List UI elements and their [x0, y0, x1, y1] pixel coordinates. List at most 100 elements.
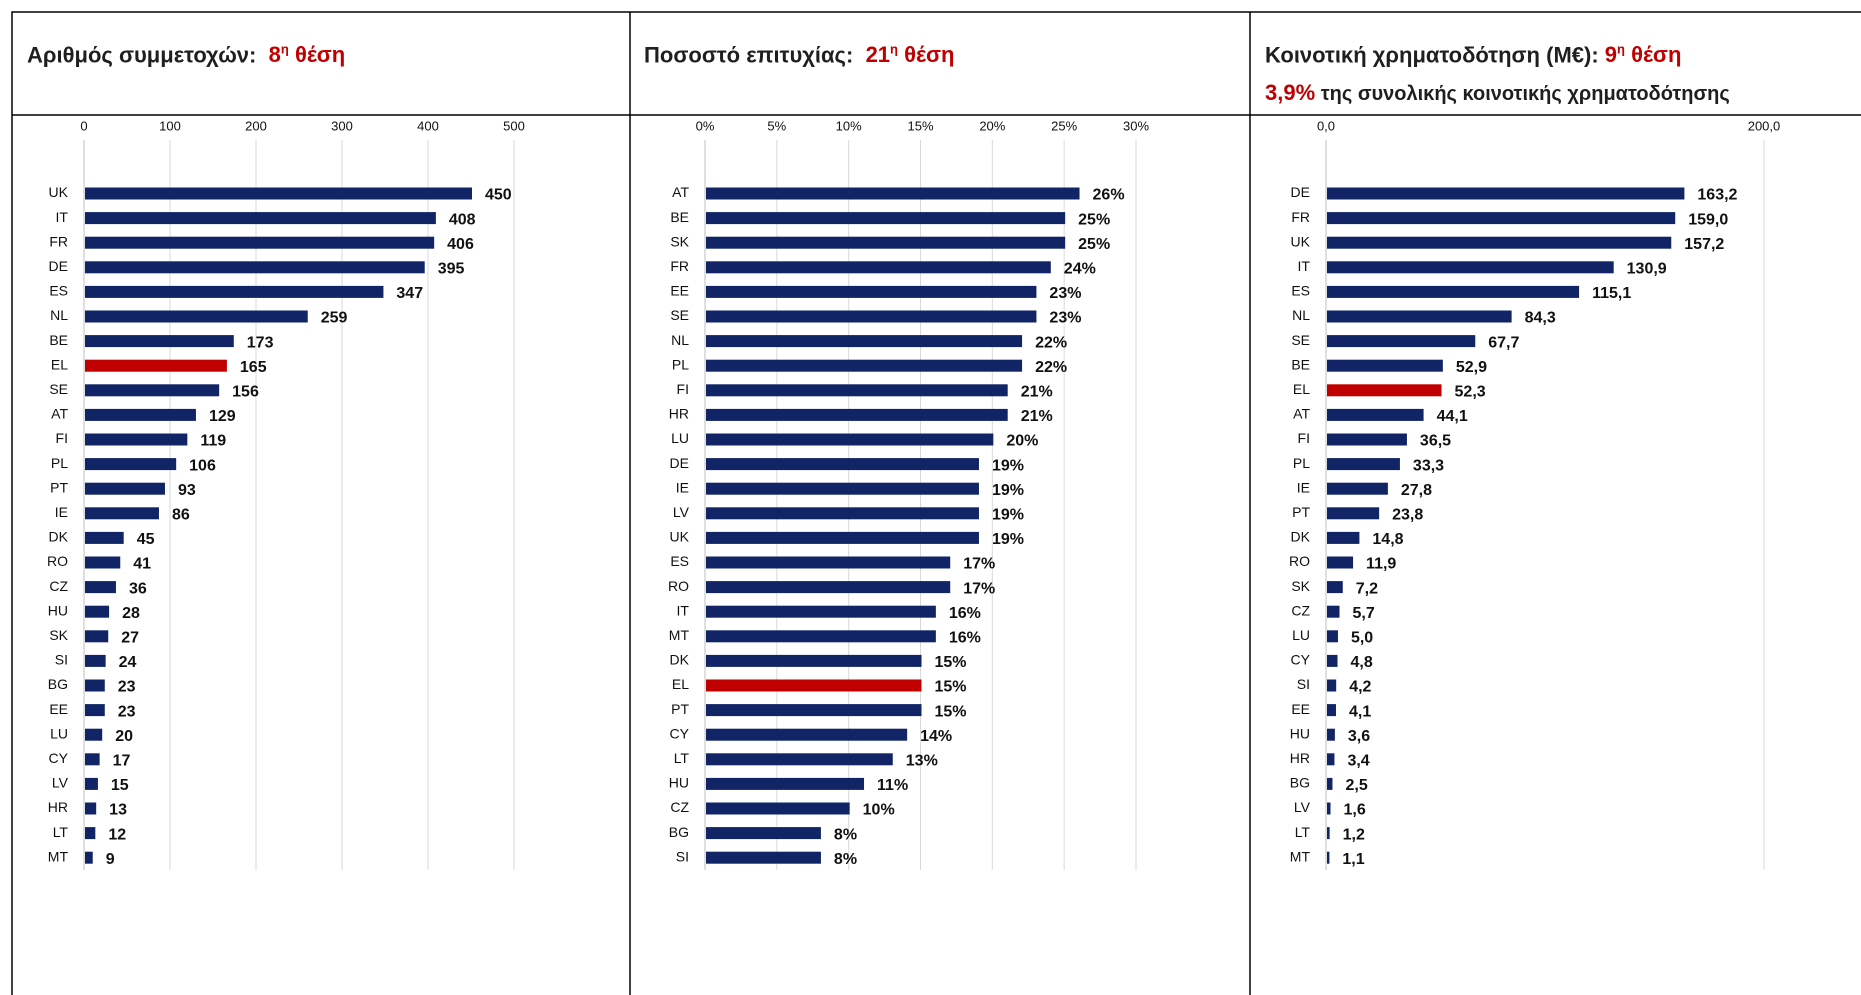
bar	[706, 236, 1066, 249]
bar	[706, 581, 951, 594]
bar	[706, 630, 936, 643]
data-label: 157,2	[1684, 236, 1724, 253]
bar	[1327, 605, 1340, 618]
data-label: 14,8	[1372, 531, 1403, 548]
category-label: LV	[1294, 799, 1311, 815]
category-label: HR	[669, 406, 689, 422]
data-label: 16%	[949, 630, 981, 647]
data-label: 12	[108, 826, 126, 843]
bar	[85, 359, 227, 372]
data-label: 129	[209, 408, 236, 425]
data-label: 25%	[1078, 236, 1110, 253]
bar	[1327, 581, 1343, 594]
data-label: 173	[247, 334, 274, 351]
bar	[85, 728, 103, 741]
data-label: 19%	[992, 482, 1024, 499]
bar	[706, 507, 979, 520]
bar	[85, 753, 100, 766]
data-label: 9	[106, 851, 115, 868]
category-label: FR	[1291, 209, 1310, 225]
header: Ποσοστό επιτυχίας: 21η θέση	[644, 42, 954, 68]
data-label: 67,7	[1488, 334, 1519, 351]
category-label: PT	[671, 701, 689, 717]
data-label: 15%	[935, 703, 967, 720]
category-label: IT	[56, 209, 69, 225]
data-label: 23	[118, 679, 136, 696]
data-label: 10%	[863, 802, 895, 819]
category-label: FR	[670, 258, 689, 274]
data-label: 14%	[920, 728, 952, 745]
data-label: 19%	[992, 507, 1024, 524]
bar	[706, 261, 1051, 274]
category-label: RO	[1289, 553, 1310, 569]
data-label: 27	[121, 630, 139, 647]
data-label: 84,3	[1525, 310, 1556, 327]
category-label: LU	[671, 430, 689, 446]
bar	[1327, 261, 1614, 274]
bar	[706, 654, 922, 667]
category-label: ES	[670, 553, 689, 569]
x-tick-label: 25%	[1051, 118, 1077, 133]
rank-word: θέση	[294, 42, 346, 68]
x-tick-label: 100	[159, 118, 181, 133]
subtitle-highlight: 3,9%	[1265, 80, 1316, 105]
data-label: 408	[449, 211, 476, 228]
bar	[706, 802, 850, 815]
bar	[706, 753, 893, 766]
data-label: 5,0	[1351, 630, 1373, 647]
category-label: IT	[1298, 258, 1311, 274]
data-label: 156	[232, 384, 259, 401]
bar	[85, 777, 98, 790]
data-label: 26%	[1093, 187, 1125, 204]
data-label: 16%	[949, 605, 981, 622]
x-tick-label: 200,0	[1748, 118, 1781, 133]
category-label: SE	[670, 307, 689, 323]
data-label: 45	[137, 531, 155, 548]
category-label: CZ	[49, 578, 68, 594]
bar	[706, 851, 821, 864]
category-label: AT	[1293, 406, 1310, 422]
x-tick-label: 5%	[767, 118, 786, 133]
data-label: 5,7	[1352, 605, 1374, 622]
data-label: 13	[109, 802, 127, 819]
bar	[1327, 433, 1407, 446]
x-tick-label: 0	[80, 118, 87, 133]
category-label: EE	[1291, 701, 1310, 717]
bar	[1327, 310, 1512, 323]
data-label: 4,8	[1351, 654, 1373, 671]
bar	[1327, 507, 1380, 520]
data-label: 93	[178, 482, 196, 499]
data-label: 1,6	[1344, 802, 1366, 819]
data-label: 159,0	[1688, 211, 1728, 228]
category-label: PT	[1292, 504, 1310, 520]
category-label: CY	[49, 750, 69, 766]
data-label: 406	[447, 236, 474, 253]
bar	[1327, 335, 1476, 348]
bar	[706, 679, 922, 692]
category-label: DE	[1291, 184, 1310, 200]
bar	[85, 556, 121, 569]
category-label: SI	[1297, 676, 1310, 692]
bar	[85, 851, 93, 864]
bar	[706, 310, 1037, 323]
data-label: 7,2	[1356, 580, 1378, 597]
category-label: SE	[1291, 332, 1310, 348]
x-tick-label: 400	[417, 118, 439, 133]
data-label: 3,4	[1347, 753, 1369, 770]
x-tick-label: 0,0	[1317, 118, 1335, 133]
bar	[85, 384, 220, 397]
data-label: 44,1	[1437, 408, 1468, 425]
category-label: NL	[671, 332, 689, 348]
data-label: 36,5	[1420, 433, 1451, 450]
rank: 21η θέση	[866, 42, 955, 67]
bar	[706, 187, 1080, 200]
bar	[706, 433, 994, 446]
data-label: 15	[111, 777, 129, 794]
data-label: 23,8	[1392, 507, 1423, 524]
data-label: 86	[172, 507, 190, 524]
data-label: 4,2	[1349, 679, 1371, 696]
category-label: IE	[1297, 479, 1310, 495]
bar	[1327, 851, 1330, 864]
category-label: DK	[1291, 529, 1311, 545]
category-label: EL	[1293, 381, 1310, 397]
